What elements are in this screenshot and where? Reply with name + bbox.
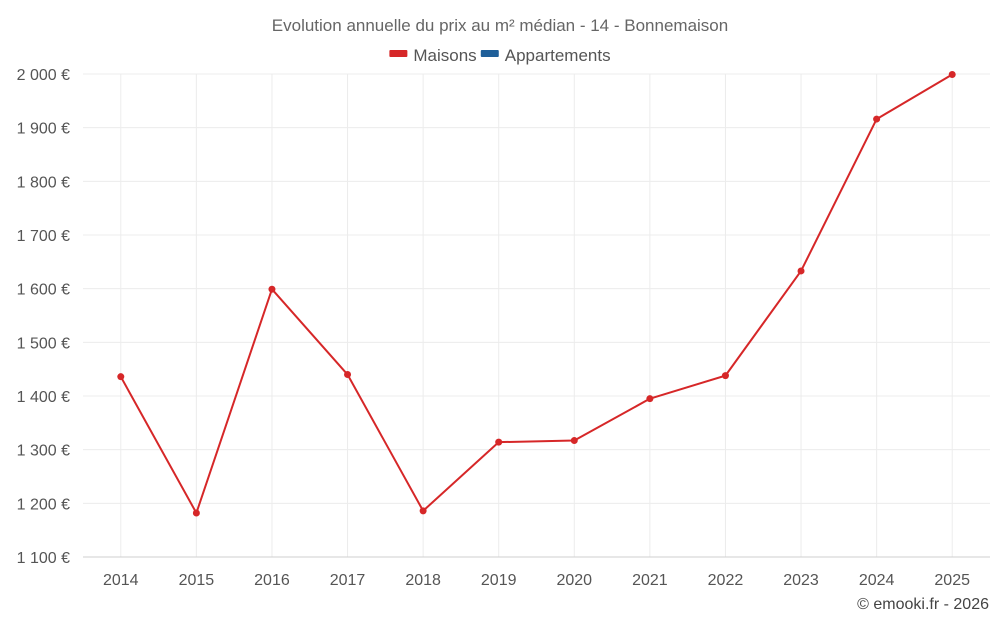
series-line-maisons	[119, 73, 954, 514]
data-point-2018	[419, 507, 427, 515]
x-tick-label: 2019	[481, 572, 517, 589]
series-layer	[117, 71, 956, 517]
data-point-2015	[192, 509, 200, 517]
data-point-2025	[948, 71, 956, 79]
legend-swatch	[480, 50, 499, 57]
legend-item-appartements[interactable]: Appartements	[480, 46, 611, 65]
data-point-2022	[721, 372, 729, 380]
y-tick-label: 2 000 €	[17, 67, 70, 84]
y-tick-label: 1 600 €	[17, 282, 70, 299]
chart-title: Evolution annuelle du prix au m² médian …	[272, 16, 728, 35]
y-tick-label: 1 900 €	[17, 121, 70, 138]
x-tick-label: 2023	[783, 572, 819, 589]
grid-layer	[83, 73, 990, 558]
data-point-2023	[797, 267, 805, 275]
x-tick-label: 2016	[254, 572, 290, 589]
legend-items: Maisons Appartements	[389, 46, 611, 65]
x-tick-label: 2015	[179, 572, 215, 589]
chart-legend: Maisons Appartements	[389, 46, 611, 65]
x-tick-label: 2022	[708, 572, 744, 589]
y-tick-label: 1 300 €	[17, 443, 70, 460]
y-tick-label: 1 800 €	[17, 174, 70, 191]
x-tick-label: 2017	[330, 572, 366, 589]
x-tick-label: 2014	[103, 572, 139, 589]
x-tick-label: 2018	[405, 572, 441, 589]
x-tick-label: 2024	[859, 572, 895, 589]
data-point-2016	[268, 285, 276, 293]
data-point-2017	[344, 371, 352, 379]
data-point-2014	[117, 373, 125, 381]
labels-layer: 1 100 € 1 200 € 1 300 € 1 400 € 1 500 € 1 600…	[17, 67, 970, 589]
legend-swatch	[389, 50, 408, 57]
legend-item-maisons[interactable]: Maisons	[389, 46, 477, 65]
data-point-2020	[570, 437, 578, 445]
y-tick-label: 1 100 €	[17, 550, 70, 567]
x-tick-label: 2025	[934, 572, 970, 589]
y-tick-label: 1 500 €	[17, 335, 70, 352]
credit-label: © emooki.fr - 2026	[857, 596, 989, 613]
data-point-2019	[495, 438, 503, 446]
y-tick-label: 1 200 €	[17, 496, 70, 513]
data-point-2024	[873, 115, 881, 123]
y-tick-label: 1 700 €	[17, 228, 70, 245]
legend-label: Appartements	[505, 46, 611, 65]
data-point-2021	[646, 395, 654, 403]
x-tick-label: 2021	[632, 572, 668, 589]
legend-label: Maisons	[413, 46, 476, 65]
x-tick-label: 2020	[556, 572, 592, 589]
y-tick-label: 1 400 €	[17, 389, 70, 406]
